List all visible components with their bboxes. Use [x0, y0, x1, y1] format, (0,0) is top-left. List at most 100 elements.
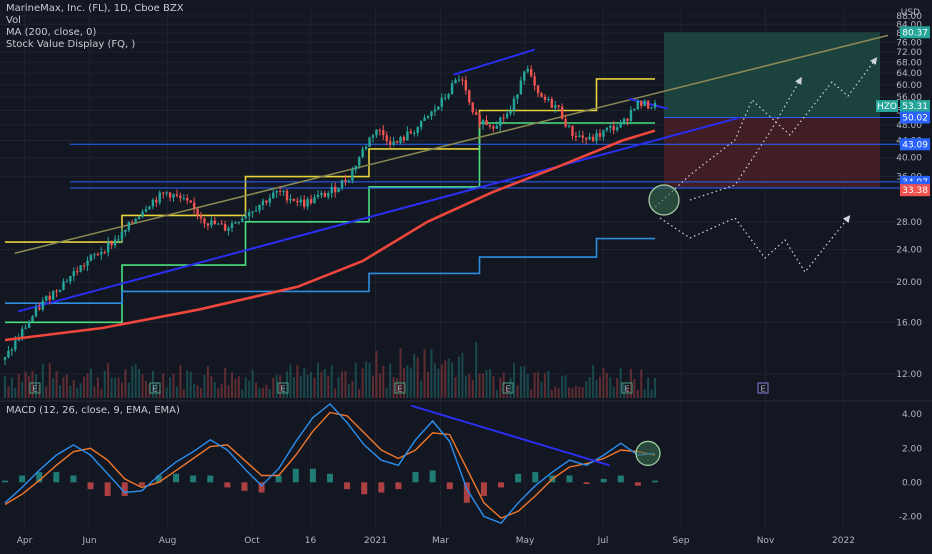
volume-bar [396, 378, 399, 398]
macd-histogram-bar [292, 468, 299, 483]
candle-body [261, 200, 265, 205]
volume-bar [537, 372, 540, 398]
candle-body [320, 192, 323, 195]
candle-body [268, 198, 272, 203]
time-tick-label: 16 [305, 536, 317, 546]
candle-body [488, 125, 492, 127]
candle-body [591, 136, 595, 141]
candle-body [48, 295, 51, 300]
channel-trend-line [14, 34, 889, 254]
price-tick-label: 68.00 [896, 58, 922, 68]
volume-bar [230, 372, 233, 398]
candle-body [272, 192, 275, 199]
svd-step-line [5, 237, 655, 305]
earnings-label: E [397, 385, 402, 394]
candle-body [258, 204, 261, 211]
volume-bar [69, 385, 72, 398]
macd-histogram-bar [2, 480, 8, 483]
candle-body [419, 120, 423, 128]
candle-body [423, 117, 426, 121]
svd-legend[interactable]: Stock Value Display (FQ, ) [6, 39, 136, 50]
price-axis[interactable]: USD88.0084.0080.0076.0072.0068.0064.0060… [896, 8, 922, 380]
volume-bar [72, 380, 75, 398]
earnings-box [29, 382, 41, 394]
volume-bar [423, 349, 426, 398]
candle-body [213, 220, 216, 225]
candle-body [278, 190, 282, 192]
volume-bar [488, 369, 491, 398]
ticker-tag-bg [876, 100, 898, 113]
macd-histogram-bar [36, 472, 43, 483]
earnings-label: E [760, 385, 765, 394]
candle-body [234, 222, 237, 224]
candle-body [241, 218, 244, 223]
candle-body [464, 80, 468, 91]
volume-bar [588, 377, 591, 398]
candle-body [492, 126, 495, 129]
ma-legend[interactable]: MA (200, close, 0) [6, 27, 97, 38]
candle-body [547, 98, 550, 100]
candle-body [413, 133, 416, 135]
time-tick-label: Nov [757, 536, 775, 546]
volume-bar [279, 375, 282, 398]
candle-body [165, 192, 168, 194]
time-tick-label: May [516, 536, 535, 546]
candle-body [444, 97, 447, 99]
macd-legend[interactable]: MACD (12, 26, close, 9, EMA, EMA) [6, 405, 180, 416]
volume-bar [616, 378, 619, 398]
price-tag-label: 43.09 [902, 140, 928, 150]
price-tag-bg [900, 26, 930, 39]
volume-bar [310, 372, 313, 398]
price-candles [3, 65, 657, 365]
candle-body [340, 179, 344, 189]
candle-body [447, 94, 450, 98]
candle-body [175, 194, 179, 196]
price-tag-target: 80.37 [900, 26, 930, 39]
candle-body [598, 133, 602, 137]
candle-body [468, 90, 471, 103]
time-axis[interactable]: Apr Jun Aug Oct 16 2021 Mar May Jul Sep Nov 2022 [17, 536, 855, 546]
volume-bar [554, 386, 557, 398]
candle-body [612, 125, 615, 131]
volume-bar [409, 367, 412, 398]
volume-bar [440, 364, 443, 398]
candle-body [62, 281, 65, 290]
volume-bar [210, 376, 213, 398]
candle-body [127, 221, 131, 230]
volume-bar [186, 370, 189, 398]
chart-title-legend[interactable]: MarineMax, Inc. (FL), 1D, Cboe BZX Vol M… [6, 3, 184, 51]
candle-body [179, 195, 182, 199]
volume-bar [10, 377, 13, 398]
candle-body [375, 129, 378, 136]
price-tick-label: 56.00 [896, 93, 922, 103]
volume-bar [523, 366, 526, 398]
volume-bar [482, 373, 485, 398]
price-tag-bg [900, 138, 930, 151]
macd-histogram-bar [53, 472, 60, 483]
macd-histogram-bar [463, 482, 470, 503]
volume-bar [224, 367, 227, 398]
volume-bar [117, 377, 120, 398]
earnings-box [621, 382, 633, 394]
price-tag-bg [900, 184, 930, 197]
volume-bar [416, 357, 419, 398]
candle-body [313, 197, 316, 204]
moving-average-line [4, 129, 656, 342]
volume-legend[interactable]: Vol [6, 15, 21, 26]
earnings-marker: E [621, 382, 633, 394]
macd-histogram-bar [344, 482, 351, 490]
candle-body [316, 194, 320, 198]
symbol-title[interactable]: MarineMax, Inc. (FL), 1D, Cboe BZX [6, 3, 184, 14]
price-tick-label: 28.00 [896, 218, 922, 228]
volume-bar [581, 387, 584, 398]
candle-body [461, 79, 464, 81]
candle-body [581, 135, 584, 138]
macd-tick-label: -2.00 [899, 512, 923, 522]
macd-axis[interactable]: 4.00 2.00 0.00 -2.00 [899, 410, 923, 522]
candle-body [79, 265, 82, 272]
price-tick-label: 88.00 [896, 12, 922, 22]
candle-body [203, 218, 206, 224]
